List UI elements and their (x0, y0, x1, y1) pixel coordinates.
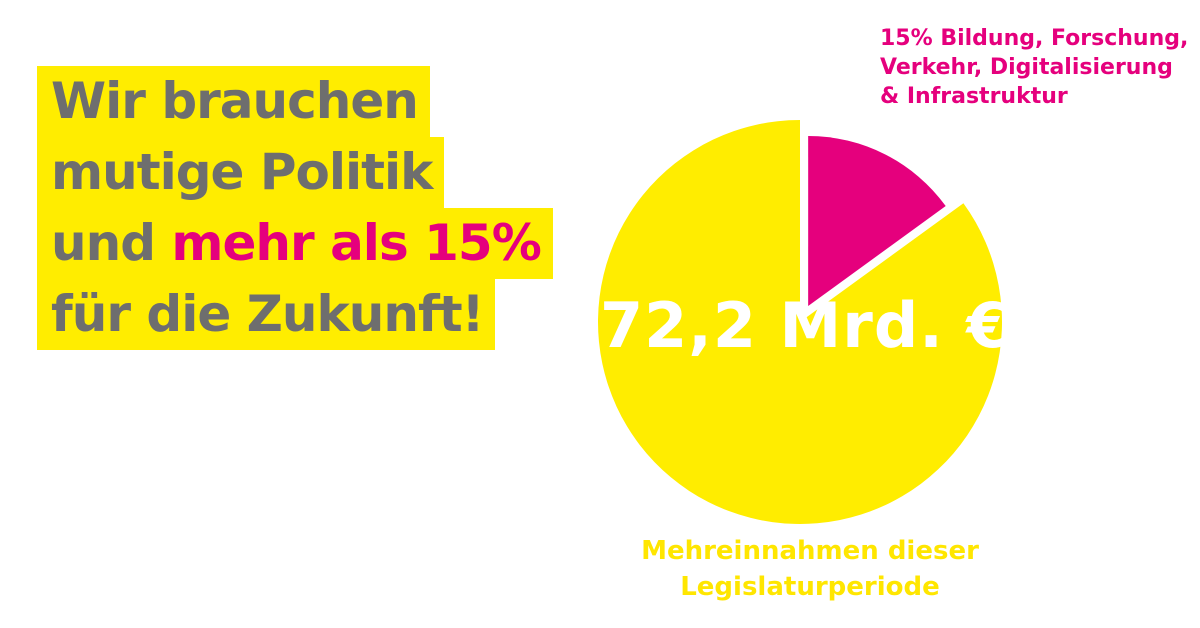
slice-label-line: Mehreinnahmen dieser (641, 536, 979, 566)
pie-slice-1 (598, 120, 1002, 524)
slice-label-line: Verkehr, Digitalisierung (880, 55, 1173, 80)
headline-line-4-text: für die Zukunft! (37, 279, 496, 350)
headline-line-1: Wir brauchen (37, 66, 553, 137)
pie-slice-0 (808, 135, 946, 306)
headline-line-1-text: Wir brauchen (37, 66, 430, 137)
slice-label-line: Legislaturperiode (680, 572, 940, 602)
pie-center-amount: 72,2 Mrd. € (600, 289, 1011, 362)
headline-line-2: mutige Politik (37, 137, 553, 208)
slice-label-line: 15% Bildung, Forschung, (880, 26, 1189, 51)
headline-line-3-prefix: und (51, 214, 172, 272)
slice-label-education: 15% Bildung, Forschung, Verkehr, Digitali… (880, 24, 1188, 111)
headline: Wir brauchen mutige Politik und mehr als… (37, 66, 553, 350)
slice-label-revenue: Mehreinnahmen dieser Legislaturperiode (600, 533, 1020, 605)
headline-line-3: und mehr als 15% (37, 208, 553, 279)
headline-line-4: für die Zukunft! (37, 279, 553, 350)
headline-line-2-text: mutige Politik (37, 137, 445, 208)
headline-line-3-wrap: und mehr als 15% (37, 208, 553, 279)
slice-label-line: & Infrastruktur (880, 84, 1068, 109)
headline-highlight: mehr als 15% (171, 214, 541, 272)
